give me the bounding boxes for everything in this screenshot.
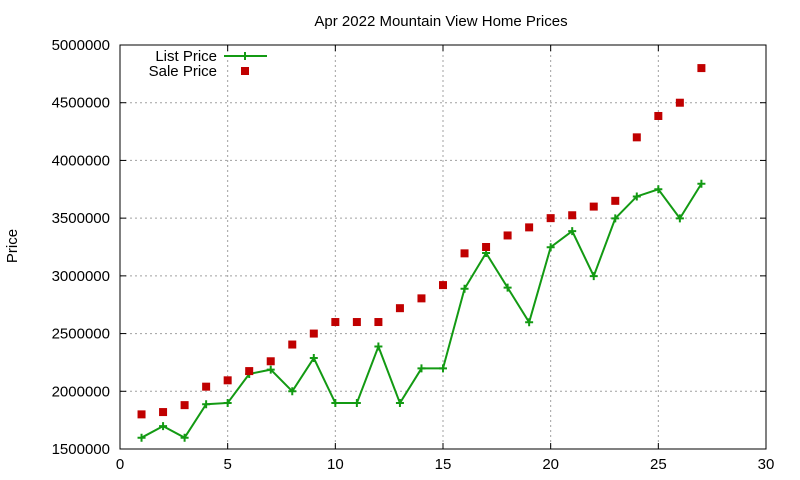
data-point <box>460 284 469 293</box>
data-point <box>611 214 620 223</box>
y-tick-label: 1500000 <box>52 441 110 458</box>
x-tick-label: 30 <box>758 456 775 473</box>
data-point <box>202 382 211 391</box>
y-tick-label: 5000000 <box>52 37 110 54</box>
data-point <box>503 231 512 240</box>
data-point <box>223 398 232 407</box>
data-point <box>266 357 275 366</box>
data-point <box>525 223 534 232</box>
data-point <box>331 399 340 408</box>
data-point <box>675 214 684 223</box>
data-point <box>288 387 297 396</box>
data-point <box>266 365 275 374</box>
data-point <box>352 399 361 408</box>
data-point <box>568 227 577 236</box>
data-point <box>546 214 555 223</box>
y-axis-label: Price <box>4 229 21 263</box>
data-point <box>288 340 297 349</box>
data-point <box>309 329 318 338</box>
legend-label-list-price: List Price <box>155 48 217 65</box>
series-0 <box>137 179 706 442</box>
chart-title: Apr 2022 Mountain View Home Prices <box>314 13 567 30</box>
grid <box>120 45 766 449</box>
data-point <box>439 364 447 373</box>
x-tick-label: 25 <box>650 456 667 473</box>
data-point <box>180 433 189 442</box>
y-tick-label: 4000000 <box>52 152 110 169</box>
data-point <box>374 342 383 351</box>
series-line <box>141 183 703 440</box>
data-point <box>589 202 598 211</box>
data-point <box>159 422 168 431</box>
data-point <box>632 133 641 142</box>
x-tick-label: 20 <box>542 456 559 473</box>
axis-ticks: 0 5 10 15 20 25 30 1500000 2000000 2500000 3000000… <box>52 37 775 473</box>
data-point <box>675 98 684 107</box>
data-point <box>137 410 146 419</box>
data-point <box>309 354 318 363</box>
plot-series <box>137 64 706 442</box>
data-point <box>352 318 361 327</box>
y-tick-label: 3500000 <box>52 210 110 227</box>
data-point <box>482 243 491 251</box>
data-point <box>654 185 663 194</box>
x-tick-label: 0 <box>116 456 124 473</box>
x-tick-label: 10 <box>327 456 344 473</box>
data-point <box>180 401 189 410</box>
data-point <box>331 318 340 327</box>
series-1 <box>137 64 706 419</box>
data-point <box>137 433 146 442</box>
data-point <box>417 294 426 303</box>
data-point <box>632 192 641 201</box>
data-point <box>611 196 620 205</box>
data-point <box>202 400 211 409</box>
data-point <box>697 179 706 188</box>
data-point <box>395 304 404 313</box>
data-point <box>654 111 663 120</box>
y-tick-label: 2500000 <box>52 326 110 343</box>
data-point <box>439 281 447 290</box>
data-point <box>417 364 426 373</box>
data-point <box>395 399 404 408</box>
data-point <box>223 376 232 385</box>
y-tick-label: 3000000 <box>52 268 110 285</box>
plot-frame <box>119 44 767 450</box>
data-point <box>245 367 254 376</box>
data-point <box>546 243 555 252</box>
data-point <box>374 318 383 327</box>
legend: List Price Sale Price <box>149 48 267 80</box>
y-tick-label: 2000000 <box>52 383 110 400</box>
data-point <box>159 408 168 417</box>
data-point <box>503 283 512 292</box>
data-point <box>568 211 577 220</box>
legend-label-sale-price: Sale Price <box>149 63 217 80</box>
data-point <box>589 272 598 281</box>
x-tick-label: 5 <box>223 456 231 473</box>
y-tick-label: 4500000 <box>52 95 110 112</box>
x-tick-label: 15 <box>435 456 452 473</box>
legend-swatch-marker <box>241 67 249 75</box>
data-point <box>525 318 534 327</box>
data-point <box>460 249 469 258</box>
data-point <box>697 64 706 73</box>
legend-swatch-marker <box>241 52 249 60</box>
